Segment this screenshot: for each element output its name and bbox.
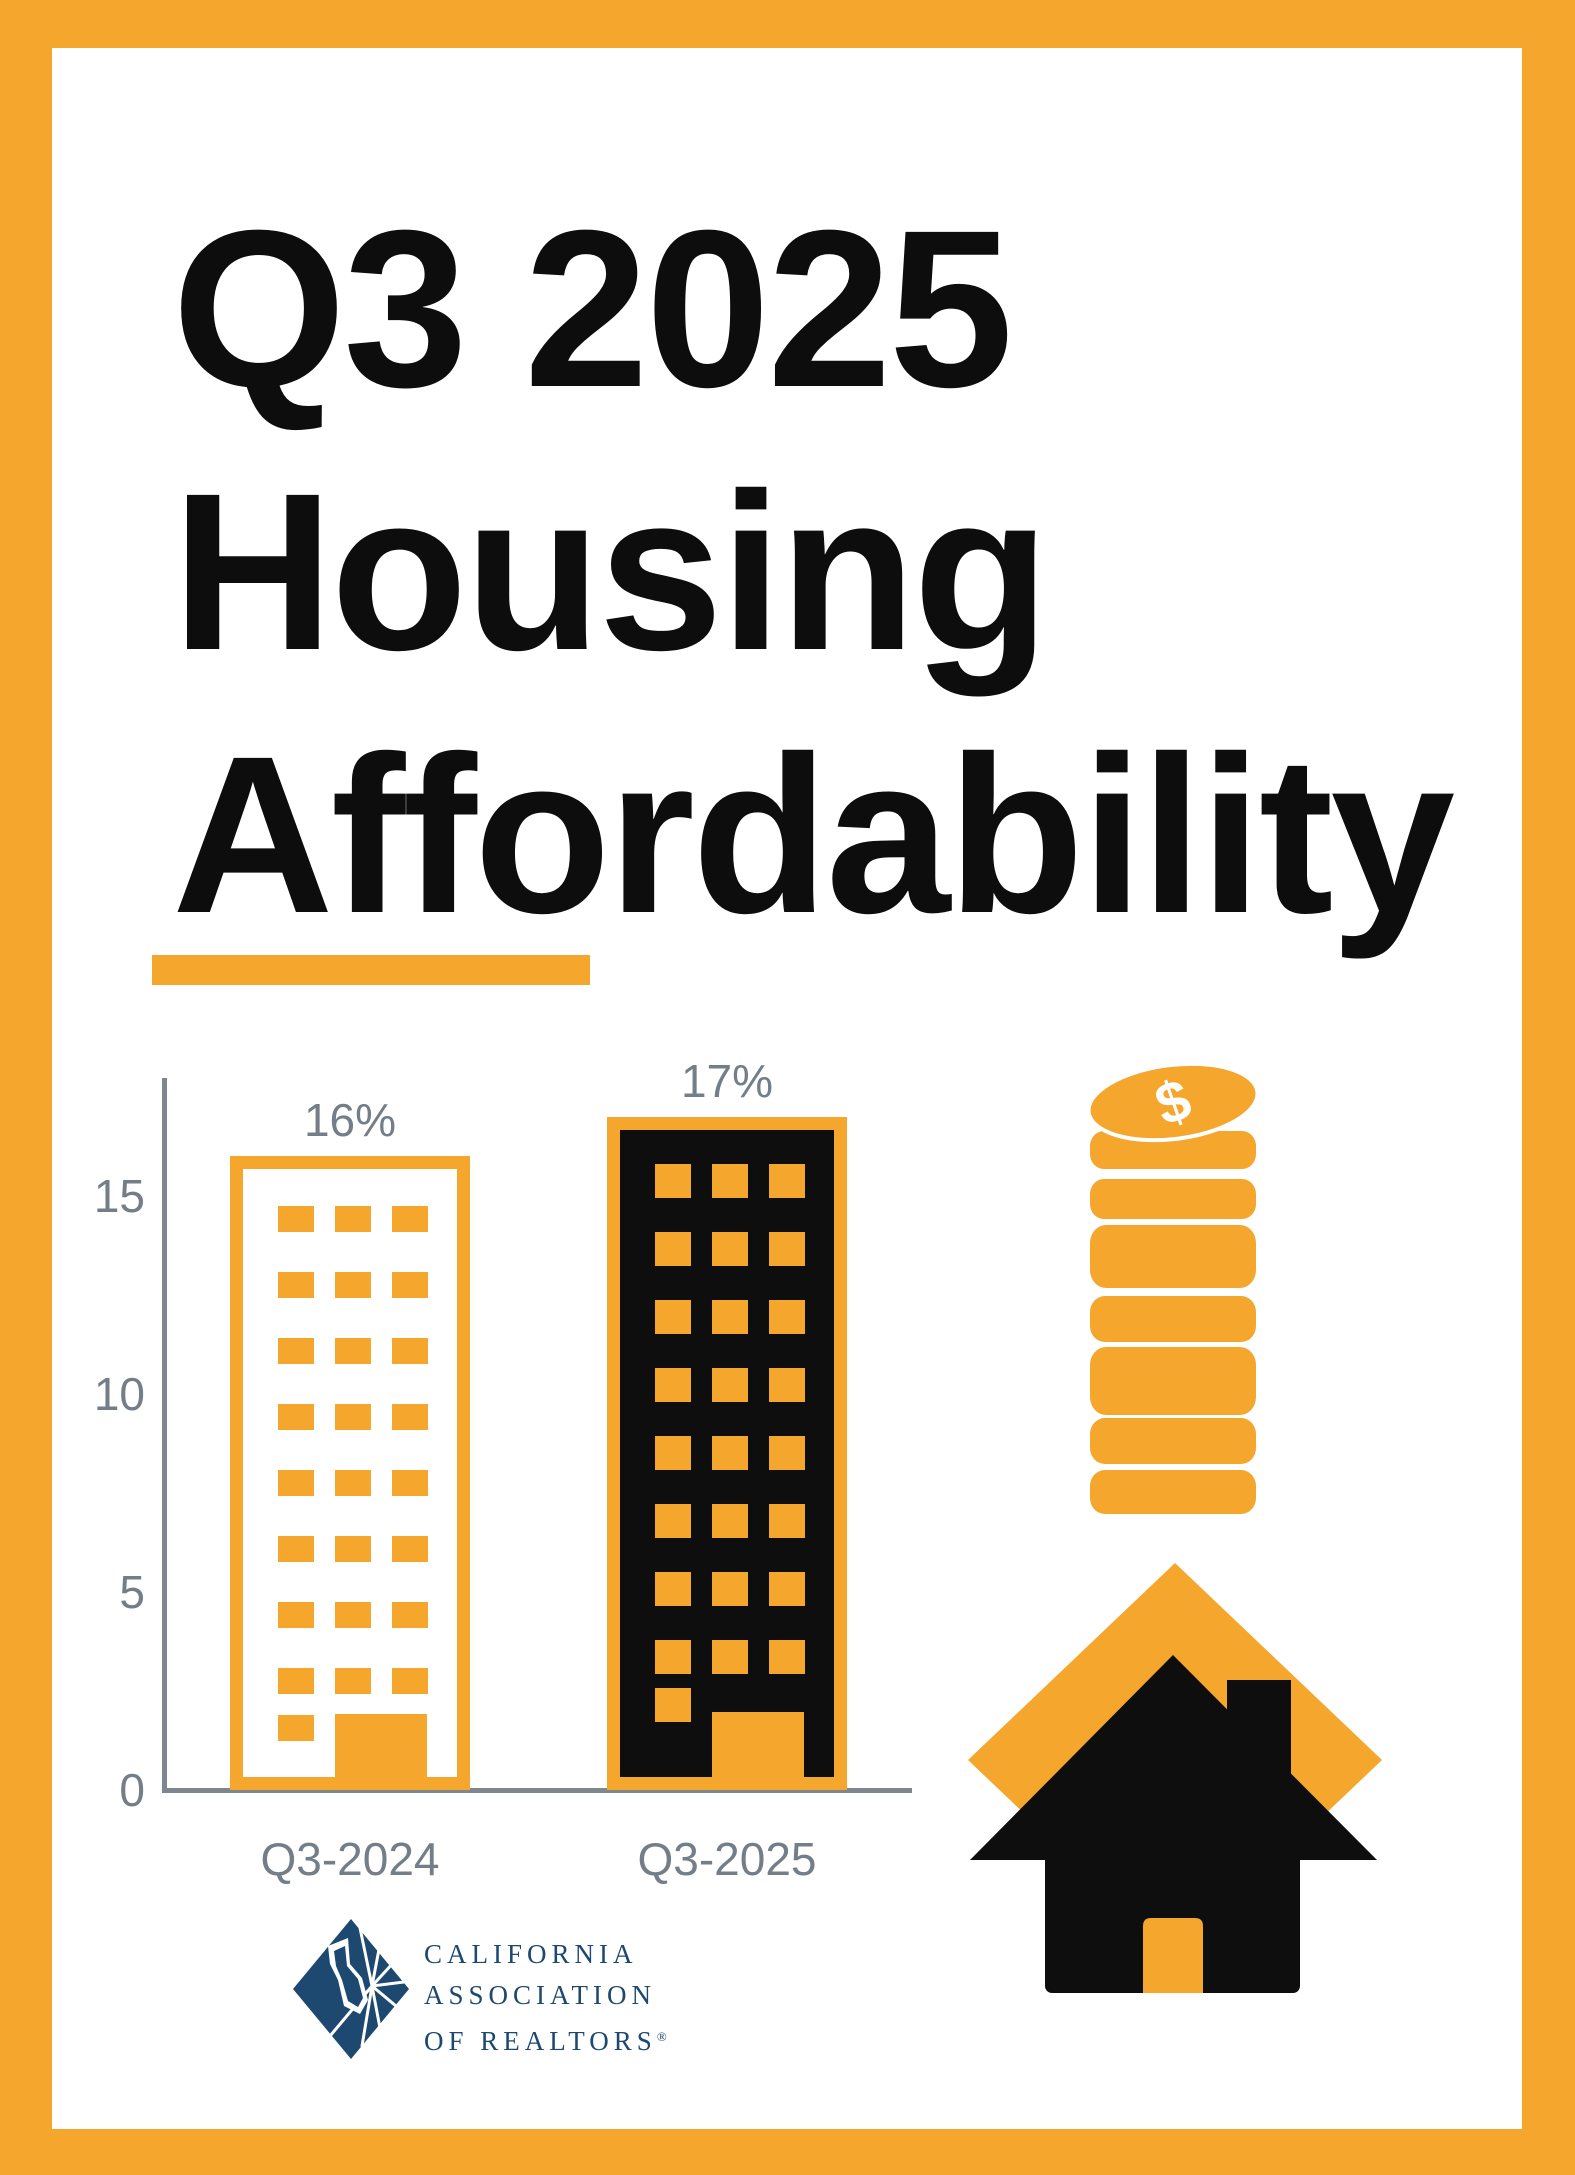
building-door: [712, 1712, 804, 1790]
y-tick-label: 5: [119, 1566, 145, 1618]
building-window: [278, 1715, 314, 1741]
building-window: [655, 1504, 691, 1538]
building-window: [769, 1164, 805, 1198]
building-window: [335, 1404, 371, 1430]
building-window: [278, 1404, 314, 1430]
building-window: [392, 1602, 428, 1628]
building-window: [712, 1572, 748, 1606]
building-window: [335, 1470, 371, 1496]
title-underline-accent: [152, 955, 590, 985]
building-window: [335, 1338, 371, 1364]
y-axis-line: [162, 1078, 167, 1793]
building-window: [335, 1602, 371, 1628]
building-window: [655, 1232, 691, 1266]
building-window: [335, 1272, 371, 1298]
building-window: [655, 1640, 691, 1674]
building-window: [712, 1436, 748, 1470]
y-tick-label: 0: [119, 1764, 145, 1816]
building-window: [392, 1338, 428, 1364]
bar-category-label: Q3-2025: [637, 1833, 817, 1885]
building-window: [392, 1668, 428, 1694]
building-window: [278, 1206, 314, 1232]
building-window: [655, 1164, 691, 1198]
building-window: [655, 1436, 691, 1470]
building-window: [769, 1572, 805, 1606]
building-door: [335, 1714, 427, 1790]
coin-stack-icon: $: [1083, 1061, 1263, 1524]
title-line-2: Housing: [172, 447, 1050, 697]
building-window: [655, 1572, 691, 1606]
building-window: [769, 1368, 805, 1402]
bar-building: [230, 1156, 470, 1790]
building-window: [278, 1602, 314, 1628]
x-axis-line: [162, 1788, 912, 1793]
y-tick-label: 15: [93, 1170, 145, 1222]
building-window: [769, 1300, 805, 1334]
building-window: [278, 1536, 314, 1562]
building-window: [335, 1668, 371, 1694]
bar-value-label: 16%: [303, 1094, 397, 1146]
building-window: [278, 1470, 314, 1496]
car-logo-text: CALIFORNIA ASSOCIATION OF REALTORS®: [424, 1934, 667, 2062]
building-window: [769, 1232, 805, 1266]
registered-mark: ®: [656, 2029, 667, 2044]
house-icon: [930, 1478, 1400, 2000]
building-window: [769, 1640, 805, 1674]
building-window: [392, 1470, 428, 1496]
building-window: [335, 1206, 371, 1232]
building-window: [712, 1164, 748, 1198]
title-line-1: Q3 2025: [172, 184, 1013, 434]
building-window: [655, 1368, 691, 1402]
car-logo-icon: [292, 1918, 410, 2060]
bar-value-label: 17%: [680, 1055, 774, 1107]
bar-category-label: Q3-2024: [260, 1833, 440, 1885]
page-title: Q3 2025 Housing Affordability: [172, 178, 1455, 967]
logo-line-association: ASSOCIATION: [424, 1980, 657, 2010]
logo-line-of-realtors: OF REALTORS®: [424, 2026, 667, 2056]
building-window: [712, 1300, 748, 1334]
bar-building: [607, 1117, 847, 1790]
title-line-3: Affordability: [172, 710, 1455, 960]
building-window: [392, 1272, 428, 1298]
building-window: [712, 1504, 748, 1538]
building-window: [712, 1232, 748, 1266]
building-window: [655, 1300, 691, 1334]
building-window: [712, 1368, 748, 1402]
building-window: [392, 1206, 428, 1232]
building-window: [769, 1436, 805, 1470]
building-window: [278, 1338, 314, 1364]
building-window: [278, 1668, 314, 1694]
building-window: [278, 1272, 314, 1298]
building-window: [769, 1504, 805, 1538]
building-window: [335, 1536, 371, 1562]
building-window: [392, 1404, 428, 1430]
y-tick-label: 10: [93, 1368, 145, 1420]
building-window: [712, 1640, 748, 1674]
logo-line-california: CALIFORNIA: [424, 1939, 638, 1969]
building-window: [655, 1688, 691, 1722]
building-window: [392, 1536, 428, 1562]
